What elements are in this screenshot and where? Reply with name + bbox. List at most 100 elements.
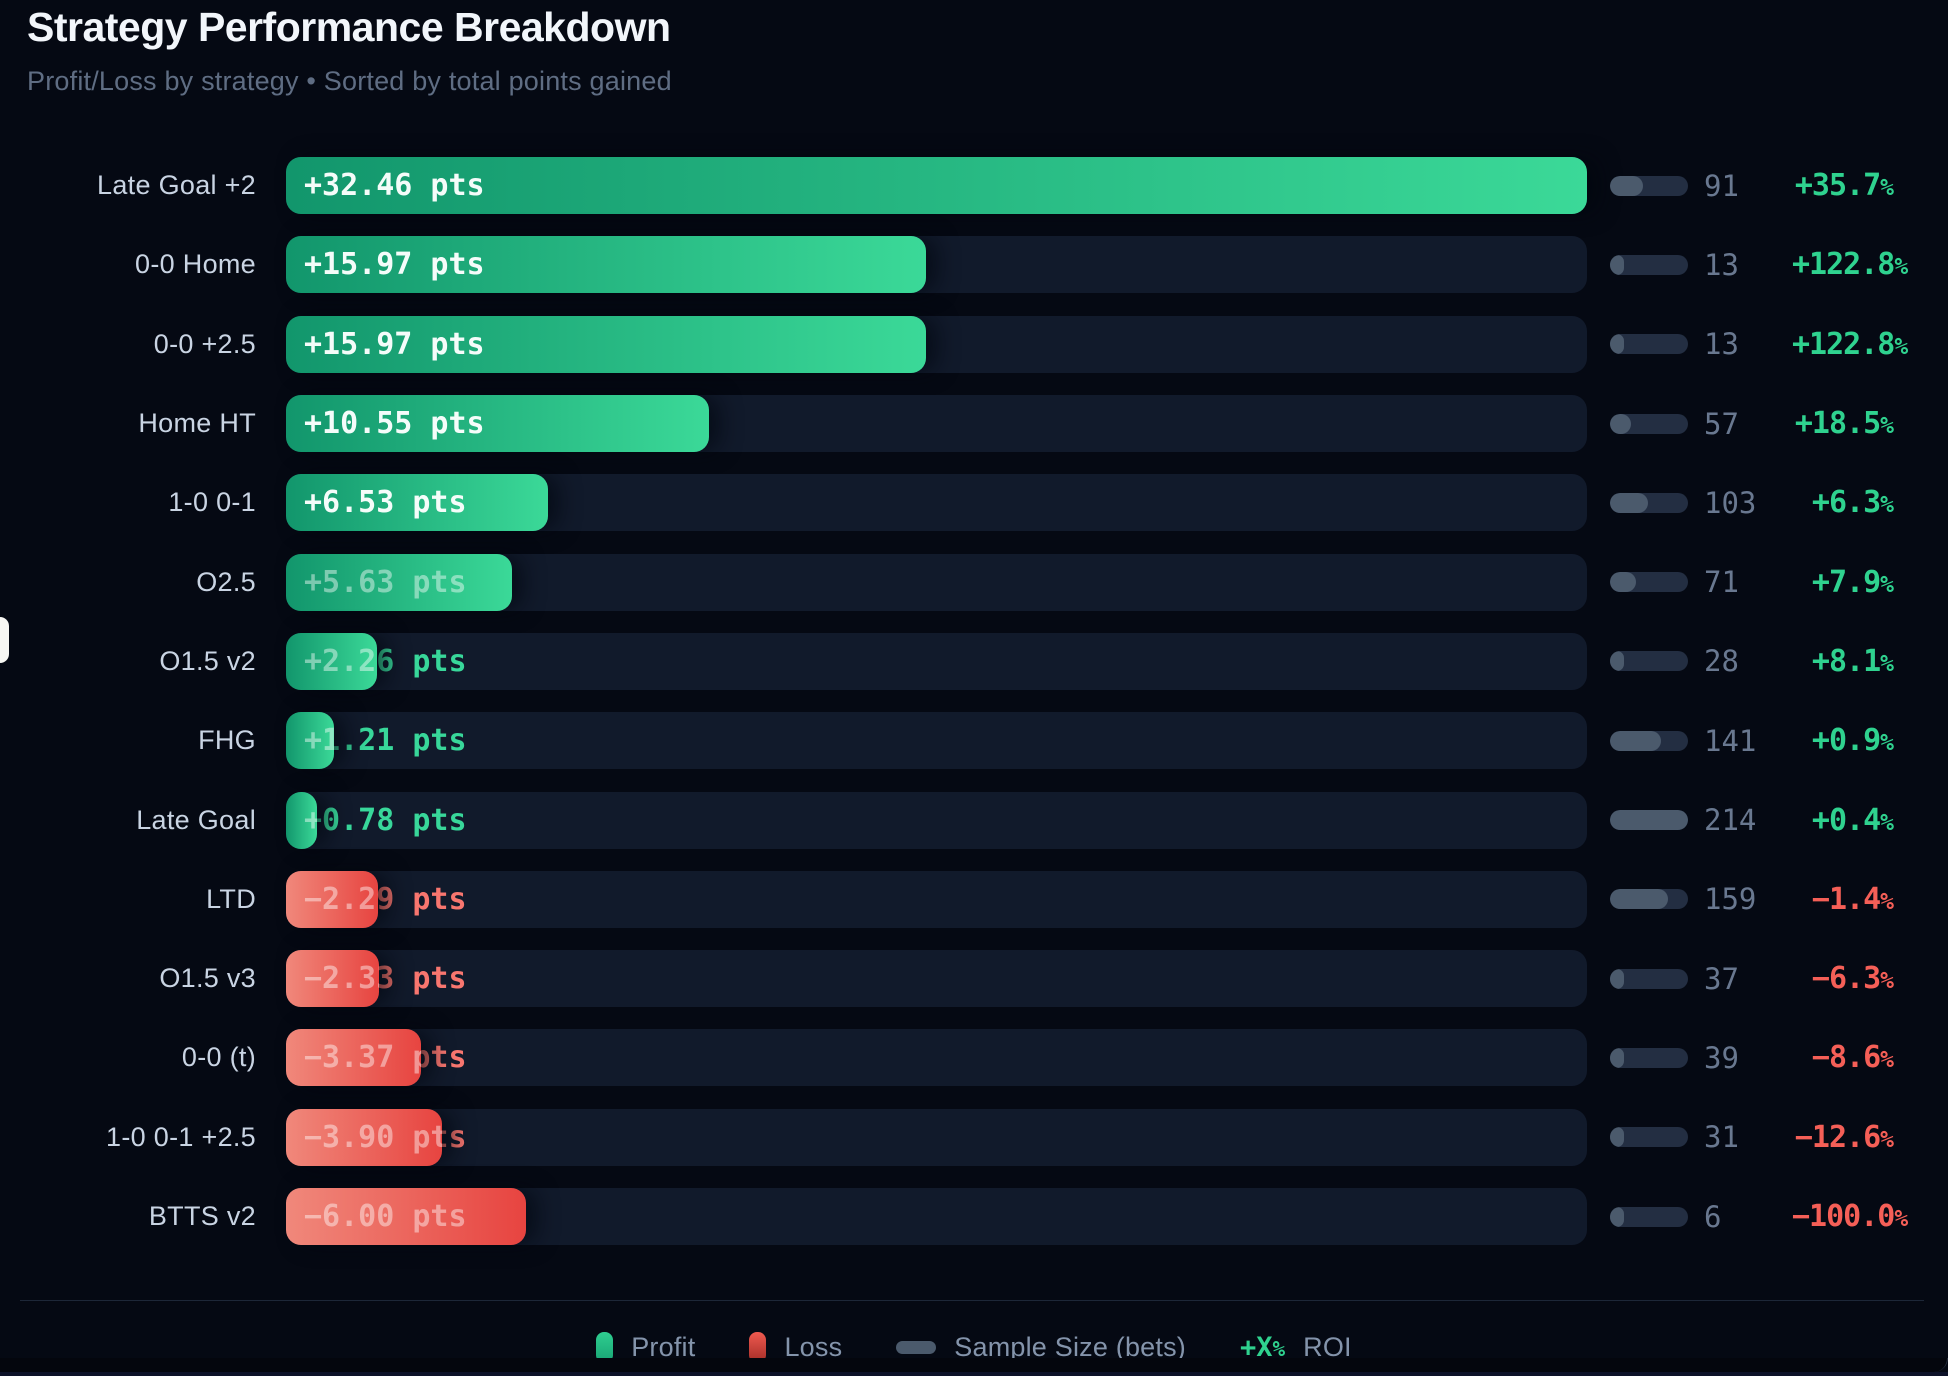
profit-bar[interactable]: +32.46 pts: [286, 157, 1587, 215]
points-value-inner: +10.55 pts: [304, 406, 485, 442]
loss-bar[interactable]: −2.33 pts: [286, 950, 380, 1008]
sample-size-pill-fill: [1610, 492, 1648, 513]
bottom-strip: [0, 1372, 1948, 1376]
strategy-row: Home HT +10.55 pts+10.55 pts 57 +18.5%: [0, 384, 1948, 463]
edge-drag-handle[interactable]: [0, 617, 9, 663]
bar-track: +32.46 pts+32.46 pts: [286, 157, 1587, 215]
sample-size-pill: [1610, 1127, 1688, 1148]
sample-size-pill-fill: [1610, 1206, 1624, 1227]
profit-bar[interactable]: +0.78 pts: [286, 791, 318, 849]
strategy-label: 0-0 Home: [135, 249, 256, 280]
sample-size-pill-fill: [1610, 334, 1624, 355]
sample-size-pill-fill: [1610, 651, 1624, 672]
sample-count: 214: [1704, 803, 1757, 838]
legend-loss-label: Loss: [784, 1332, 843, 1362]
strategy-row: 1-0 0-1 +6.53 pts+6.53 pts 103 +6.3%: [0, 463, 1948, 542]
roi-value: −12.6%: [1794, 1119, 1894, 1155]
legend-item-sample-size: Sample Size (bets): [896, 1332, 1186, 1363]
sample-count: 159: [1704, 882, 1757, 917]
profit-bar[interactable]: +6.53 pts: [286, 474, 548, 532]
sample-size-pill: [1610, 1206, 1688, 1227]
chart-legend: Profit Loss Sample Size (bets) +X% ROI: [0, 1332, 1948, 1363]
sample-count: 141: [1704, 723, 1757, 758]
strategy-label: 1-0 0-1 +2.5: [106, 1121, 256, 1152]
sample-size-pill-fill: [1610, 889, 1668, 910]
profit-bar[interactable]: +2.26 pts: [286, 632, 377, 690]
strategy-row: 0-0 +2.5 +15.97 pts+15.97 pts 13 +122.8%: [0, 305, 1948, 384]
roi-value: +8.1%: [1811, 643, 1894, 679]
roi-value: +0.4%: [1811, 802, 1894, 838]
profit-swatch-icon: [596, 1332, 614, 1363]
bar-track: +6.53 pts+6.53 pts: [286, 474, 1587, 532]
points-value-inner: +15.97 pts: [304, 326, 485, 362]
roi-value: +122.8%: [1792, 247, 1908, 283]
sample-count: 31: [1704, 1120, 1739, 1155]
profit-bar[interactable]: +1.21 pts: [286, 712, 335, 770]
roi-value: −6.3%: [1811, 961, 1894, 997]
profit-bar[interactable]: +15.97 pts: [286, 236, 927, 294]
points-value-inner: −2.29 pts: [304, 881, 378, 917]
loss-bar[interactable]: −3.37 pts: [286, 1029, 422, 1087]
legend-profit-label: Profit: [631, 1332, 696, 1362]
strategy-rows: Late Goal +2 +32.46 pts+32.46 pts 91 +35.7%…: [0, 146, 1948, 1256]
strategy-label: O2.5: [196, 566, 256, 597]
points-value-inner: +15.97 pts: [304, 247, 485, 283]
roi-value: +122.8%: [1792, 326, 1908, 362]
sample-size-pill-fill: [1610, 968, 1624, 989]
sample-count: 37: [1704, 961, 1739, 996]
sample-size-pill: [1610, 889, 1688, 910]
sample-size-pill: [1610, 334, 1688, 355]
strategy-row: 0-0 (t) −3.37 pts−3.37 pts 39 −8.6%: [0, 1018, 1948, 1097]
strategy-row: LTD −2.29 pts−2.29 pts 159 −1.4%: [0, 860, 1948, 939]
loss-bar[interactable]: −2.29 pts: [286, 870, 378, 928]
strategy-label: Home HT: [138, 408, 256, 439]
loss-bar[interactable]: −3.90 pts: [286, 1108, 443, 1166]
strategy-label: 0-0 +2.5: [153, 328, 256, 359]
points-value-inner: −3.90 pts: [304, 1119, 443, 1155]
sample-size-pill-fill: [1610, 175, 1644, 196]
strategy-row: 1-0 0-1 +2.5 −3.90 pts−3.90 pts 31 −12.6%: [0, 1098, 1948, 1177]
strategy-label: Late Goal: [136, 804, 256, 835]
sample-size-pill-fill: [1610, 572, 1636, 593]
page-subtitle: Profit/Loss by strategy • Sorted by tota…: [27, 66, 672, 96]
loss-bar[interactable]: −6.00 pts: [286, 1188, 527, 1245]
roi-value: −1.4%: [1811, 881, 1894, 917]
strategy-label: O1.5 v3: [159, 963, 256, 994]
sample-size-pill-fill: [1610, 413, 1631, 434]
legend-roi-label: ROI: [1303, 1332, 1352, 1362]
strategy-row: O1.5 v3 −2.33 pts−2.33 pts 37 −6.3%: [0, 939, 1948, 1018]
profit-bar[interactable]: +5.63 pts: [286, 553, 512, 611]
roi-value: +7.9%: [1811, 564, 1894, 600]
sample-count: 13: [1704, 327, 1739, 362]
bar-track: +1.21 pts+1.21 pts: [286, 712, 1587, 770]
sample-size-pill: [1610, 730, 1688, 751]
strategy-row: Late Goal +0.78 pts+0.78 pts 214 +0.4%: [0, 780, 1948, 859]
strategy-label: Late Goal +2: [97, 170, 256, 201]
legend-item-loss: Loss: [749, 1332, 842, 1363]
profit-bar[interactable]: +15.97 pts: [286, 315, 927, 373]
bar-track: +2.26 pts+2.26 pts: [286, 632, 1587, 690]
sample-size-pill: [1610, 810, 1688, 831]
points-value-inner: +32.46 pts: [304, 168, 485, 204]
roi-value: −8.6%: [1811, 1040, 1894, 1076]
page-title: Strategy Performance Breakdown: [27, 4, 671, 50]
sample-count: 39: [1704, 1040, 1739, 1075]
points-value-inner: +0.78 pts: [304, 802, 318, 838]
points-value-inner: +2.26 pts: [304, 643, 377, 679]
legend-item-roi: +X% ROI: [1240, 1332, 1352, 1363]
sample-size-pill: [1610, 651, 1688, 672]
sample-count: 91: [1704, 168, 1739, 203]
footer-band: [0, 1358, 1948, 1372]
bar-track: +15.97 pts+15.97 pts: [286, 236, 1587, 294]
strategy-label: LTD: [206, 883, 256, 914]
points-value-inner: −3.37 pts: [304, 1040, 421, 1076]
roi-value: −100.0%: [1792, 1199, 1908, 1234]
sample-size-pill-fill: [1610, 1127, 1624, 1148]
profit-bar[interactable]: +10.55 pts: [286, 395, 709, 453]
sample-size-pill-fill: [1610, 730, 1662, 751]
strategy-label: O1.5 v2: [159, 645, 256, 676]
points-value: +0.78 pts: [304, 802, 467, 838]
sample-size-pill: [1610, 572, 1688, 593]
strategy-row: FHG +1.21 pts+1.21 pts 141 +0.9%: [0, 701, 1948, 780]
sample-size-pill: [1610, 254, 1688, 275]
